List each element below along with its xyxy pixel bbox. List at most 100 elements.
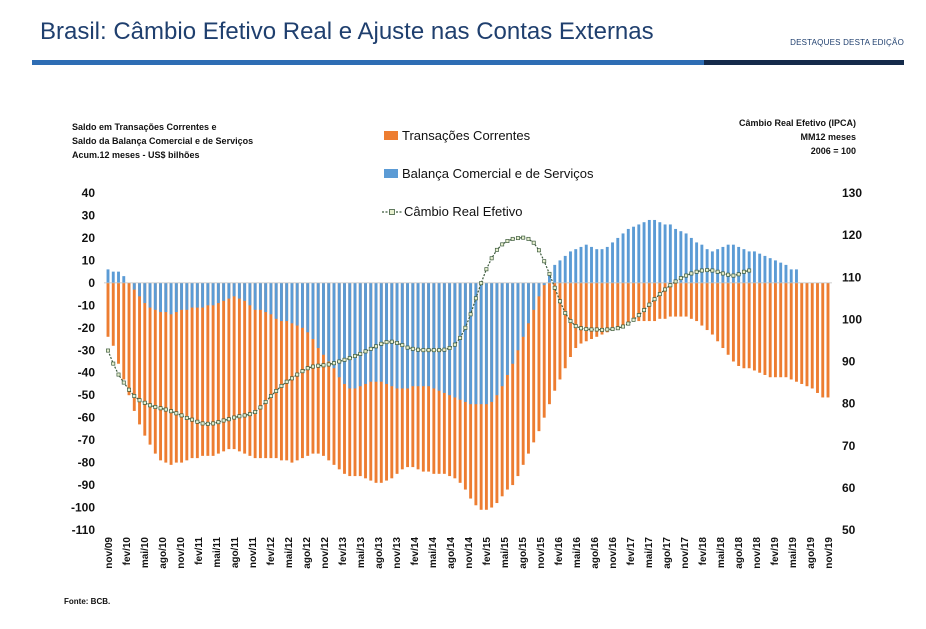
bar-balanca-comercial (537, 282, 541, 297)
point-cambio-real-efetivo (584, 327, 589, 332)
point-cambio-real-efetivo (468, 312, 473, 317)
bar-balanca-comercial (285, 282, 289, 322)
point-cambio-real-efetivo (205, 421, 210, 426)
bar-transacoes-correntes (132, 282, 136, 411)
bar-balanca-comercial (332, 282, 336, 369)
bar-balanca-comercial (611, 242, 614, 283)
point-cambio-real-efetivo (605, 327, 610, 332)
bar-balanca-comercial (731, 244, 735, 283)
point-cambio-real-efetivo (295, 372, 300, 377)
bar-transacoes-correntes (243, 282, 247, 454)
point-cambio-real-efetivo (368, 346, 373, 351)
point-cambio-real-efetivo (510, 236, 515, 241)
legend-line-cambio (382, 208, 402, 215)
y-right-tick-label: 70 (842, 439, 856, 453)
x-tick-label: ago/19 (806, 537, 817, 569)
bar-transacoes-correntes (805, 282, 809, 387)
bar-balanca-comercial (548, 273, 551, 283)
point-cambio-real-efetivo (226, 417, 231, 422)
point-cambio-real-efetivo (568, 319, 573, 324)
bar-balanca-comercial (532, 282, 536, 310)
bar-transacoes-correntes (511, 282, 515, 486)
x-tick-label: nov/09 (104, 537, 115, 569)
bar-balanca-comercial (674, 228, 678, 283)
bar-transacoes-correntes (206, 282, 210, 456)
bar-transacoes-correntes (195, 282, 199, 459)
x-tick-label: nov/11 (248, 537, 259, 569)
point-cambio-real-efetivo (137, 398, 142, 403)
legend-item-bcs: Balança Comercial e de Serviços (384, 166, 593, 181)
bar-balanca-comercial (542, 282, 546, 286)
y-left-tick-label: -40 (78, 366, 96, 380)
bar-transacoes-correntes (779, 282, 783, 378)
bar-balanca-comercial (411, 282, 415, 387)
point-cambio-real-efetivo (636, 313, 641, 318)
bar-balanca-comercial (479, 282, 483, 405)
bar-transacoes-correntes (600, 282, 604, 335)
bar-transacoes-correntes (285, 282, 289, 461)
bar-transacoes-correntes (316, 282, 320, 454)
point-cambio-real-efetivo (542, 259, 547, 264)
bar-transacoes-correntes (684, 282, 688, 317)
bar-transacoes-correntes (742, 282, 746, 369)
bar-transacoes-correntes (516, 282, 520, 477)
y-left-tick-label: -10 (78, 298, 96, 312)
bar-balanca-comercial (726, 244, 730, 283)
bar-balanca-comercial (716, 249, 720, 283)
bar-balanca-comercial (421, 282, 425, 387)
legend-label-bcs: Balança Comercial e de Serviços (402, 166, 594, 181)
bar-balanca-comercial (742, 249, 746, 283)
point-cambio-real-efetivo (494, 247, 499, 252)
point-cambio-real-efetivo (127, 387, 131, 392)
bar-transacoes-correntes (695, 282, 699, 322)
bar-balanca-comercial (721, 246, 725, 283)
bar-balanca-comercial (390, 282, 394, 387)
bar-balanca-comercial (385, 282, 388, 384)
point-cambio-real-efetivo (121, 380, 126, 385)
point-cambio-real-efetivo (190, 417, 195, 422)
point-cambio-real-efetivo (384, 340, 389, 345)
bar-balanca-comercial (364, 282, 367, 384)
x-tick-label: mai/17 (644, 537, 655, 569)
x-tick-label: ago/15 (518, 537, 529, 569)
bar-transacoes-correntes (143, 282, 147, 436)
left-axis-title-line: Acum.12 meses - US$ bilhões (72, 150, 200, 160)
bar-balanca-comercial (511, 282, 515, 364)
header-rule-navy (704, 60, 904, 65)
bar-transacoes-correntes (164, 282, 168, 463)
point-cambio-real-efetivo (279, 383, 284, 388)
bar-transacoes-correntes (611, 282, 614, 331)
legend-label-tc: Transações Correntes (402, 128, 531, 143)
y-left-tick-label: 0 (88, 276, 95, 290)
bar-balanca-comercial (301, 282, 304, 328)
point-cambio-real-efetivo (615, 326, 620, 331)
bar-transacoes-correntes (279, 282, 283, 461)
point-cambio-real-efetivo (242, 413, 247, 418)
point-cambio-real-efetivo (715, 269, 720, 274)
point-cambio-real-efetivo (437, 348, 442, 353)
bar-balanca-comercial (684, 233, 688, 283)
x-tick-label: ago/13 (374, 537, 385, 569)
bar-transacoes-correntes (710, 282, 714, 335)
point-cambio-real-efetivo (158, 406, 163, 411)
bar-balanca-comercial (442, 282, 446, 393)
bar-transacoes-correntes (227, 282, 231, 450)
point-cambio-real-efetivo (353, 354, 357, 358)
bar-balanca-comercial (311, 282, 315, 340)
left-axis-title: Saldo em Transações Correntes e Saldo da… (72, 120, 253, 162)
bar-balanca-comercial (206, 282, 210, 306)
bar-balanca-comercial (495, 282, 499, 396)
y-left-tick-label: -30 (78, 343, 96, 357)
point-cambio-real-efetivo (284, 379, 289, 384)
bar-balanca-comercial (647, 219, 651, 283)
bar-balanca-comercial (143, 282, 147, 304)
bar-balanca-comercial (437, 282, 441, 391)
x-tick-label: mai/12 (284, 537, 295, 569)
bar-balanca-comercial (747, 251, 751, 283)
section-tag: DESTAQUES DESTA EDIÇÃO (790, 38, 904, 47)
bar-balanca-comercial (784, 264, 788, 283)
y-left-tick-label: -110 (72, 523, 96, 537)
point-cambio-real-efetivo (536, 248, 541, 253)
right-axis-title-line: 2006 = 100 (810, 146, 856, 156)
point-cambio-real-efetivo (268, 394, 273, 398)
